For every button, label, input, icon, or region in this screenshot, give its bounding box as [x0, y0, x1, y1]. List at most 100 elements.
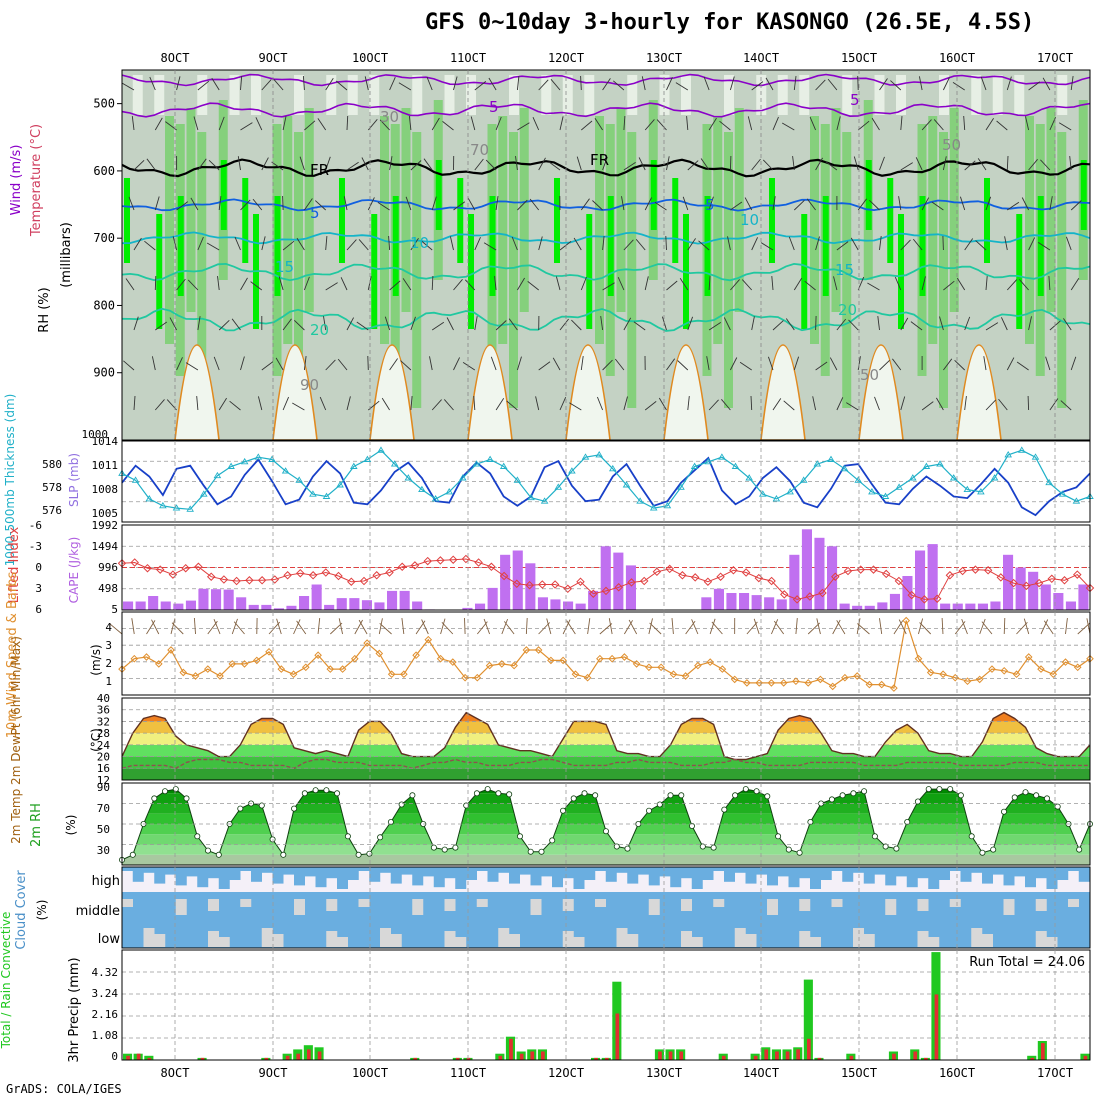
precip-convective-bar — [796, 1049, 800, 1060]
cloud-unit-label: (%) — [35, 900, 49, 921]
precip-convective-bar — [604, 1057, 609, 1060]
wind-barb — [871, 117, 880, 131]
rh-point — [312, 787, 319, 794]
lifted-index-point — [831, 572, 840, 581]
wind-barb — [1042, 77, 1051, 91]
wind-barb — [1070, 278, 1080, 291]
cape-bar — [336, 598, 347, 610]
rh-shade-green — [186, 108, 196, 312]
wind-barb-10m — [338, 618, 343, 635]
thickness-tick-label: 578 — [42, 481, 62, 494]
thickness-point — [268, 455, 276, 462]
wind-barb — [602, 282, 615, 291]
wind-barb — [900, 396, 906, 411]
wind-speed-point — [730, 675, 739, 684]
wind-barb-10m — [1023, 618, 1030, 635]
cloud-high-bar — [304, 867, 316, 877]
wind-barb — [708, 117, 717, 131]
wind-barb — [538, 361, 551, 371]
temperature-contour-warm — [272, 344, 318, 441]
wind-speed-point — [142, 653, 151, 661]
cape-bar — [361, 600, 372, 610]
lifted-index-point — [474, 558, 483, 567]
wind-barb — [656, 119, 667, 131]
cape-bar — [248, 604, 259, 610]
cloud-low-gap — [573, 937, 585, 947]
cloud-low-gap — [928, 937, 940, 947]
thickness-point — [363, 455, 372, 462]
wind-barb — [939, 316, 944, 331]
lifted-index-point — [716, 572, 725, 581]
wind-barb — [261, 157, 269, 171]
wind-barb — [836, 241, 849, 251]
temp-tick-label: 28 — [97, 727, 110, 740]
cape-tick-label: 996 — [98, 561, 118, 574]
lifted-index-point — [690, 573, 700, 582]
lifted-index-point — [410, 561, 420, 570]
wind-barb — [700, 158, 710, 171]
wind-speed-point — [571, 670, 580, 679]
temp-band — [122, 698, 1090, 710]
wind-speed-point — [657, 663, 665, 672]
lifted-index-point — [296, 568, 305, 578]
lifted-index-point — [754, 573, 764, 583]
contour-label: 5 — [705, 196, 715, 214]
cloud-high-bar — [498, 867, 510, 873]
wind-barb — [197, 80, 210, 91]
cloud-high-bar — [1014, 867, 1026, 877]
rh-point — [1044, 795, 1051, 802]
bottom-xtick-label: 16OCT — [939, 1066, 975, 1080]
wind-speed-point — [939, 670, 947, 679]
cloud-high-bar — [691, 867, 703, 889]
cloud-high-bar — [294, 867, 305, 886]
wind-barb — [133, 316, 139, 331]
rh-shade-green — [842, 132, 852, 408]
wind-barb — [921, 119, 932, 131]
pressure-tick-label: 900 — [93, 366, 115, 380]
top-xtick-label: 17OCT — [1037, 51, 1073, 65]
wind-barb — [857, 120, 870, 131]
cloud-high-bar — [992, 867, 1004, 875]
wind-barb — [687, 238, 696, 251]
wind-barb-10m — [562, 619, 571, 635]
wind-barb — [529, 198, 540, 211]
wind-barb-10m — [941, 617, 944, 635]
wind-speed-point — [412, 651, 420, 660]
cloud-high-bar — [1025, 867, 1036, 888]
precip-convective-bar — [126, 1055, 130, 1060]
wind-barb-10m — [856, 618, 861, 635]
rh-shade-green — [1057, 132, 1067, 408]
wind-barb — [635, 239, 646, 251]
thickness-series-line — [121, 449, 1091, 510]
rh-point — [1001, 808, 1008, 815]
wind-barb-10m — [131, 618, 135, 635]
wind-barb — [1019, 279, 1029, 291]
temperature-contour-warm — [565, 344, 611, 441]
thickness-point — [309, 490, 317, 497]
cloud-level-low: low — [98, 932, 121, 947]
cape-bar — [889, 593, 900, 610]
rh-shade-bright — [1080, 160, 1087, 230]
slp-tick-label: 1005 — [92, 507, 119, 520]
lifted-index-point — [627, 578, 636, 587]
wind-speed-point — [767, 679, 776, 687]
wind-barb — [666, 358, 676, 371]
wind-speed-point — [289, 670, 298, 679]
wind-barb — [569, 402, 582, 411]
lifted-index-point — [257, 576, 267, 585]
rh-shade-bright — [220, 160, 227, 230]
cloud-mid-gap — [831, 899, 843, 907]
pressure-tick-label: 800 — [93, 298, 115, 312]
cloud-low-gap — [337, 937, 348, 947]
rh-shade-dry — [444, 75, 455, 115]
cape-bar — [412, 601, 423, 610]
wind-speed-point — [779, 679, 788, 687]
lifted-index-point — [334, 571, 343, 581]
rh-shade-green — [928, 116, 938, 344]
wind-barb — [703, 76, 710, 91]
thickness-point — [350, 462, 358, 469]
precip-convective-bar — [892, 1053, 896, 1060]
cape-bar — [613, 552, 624, 610]
precip-total-bar — [803, 979, 813, 1060]
wind-barb — [936, 397, 944, 411]
